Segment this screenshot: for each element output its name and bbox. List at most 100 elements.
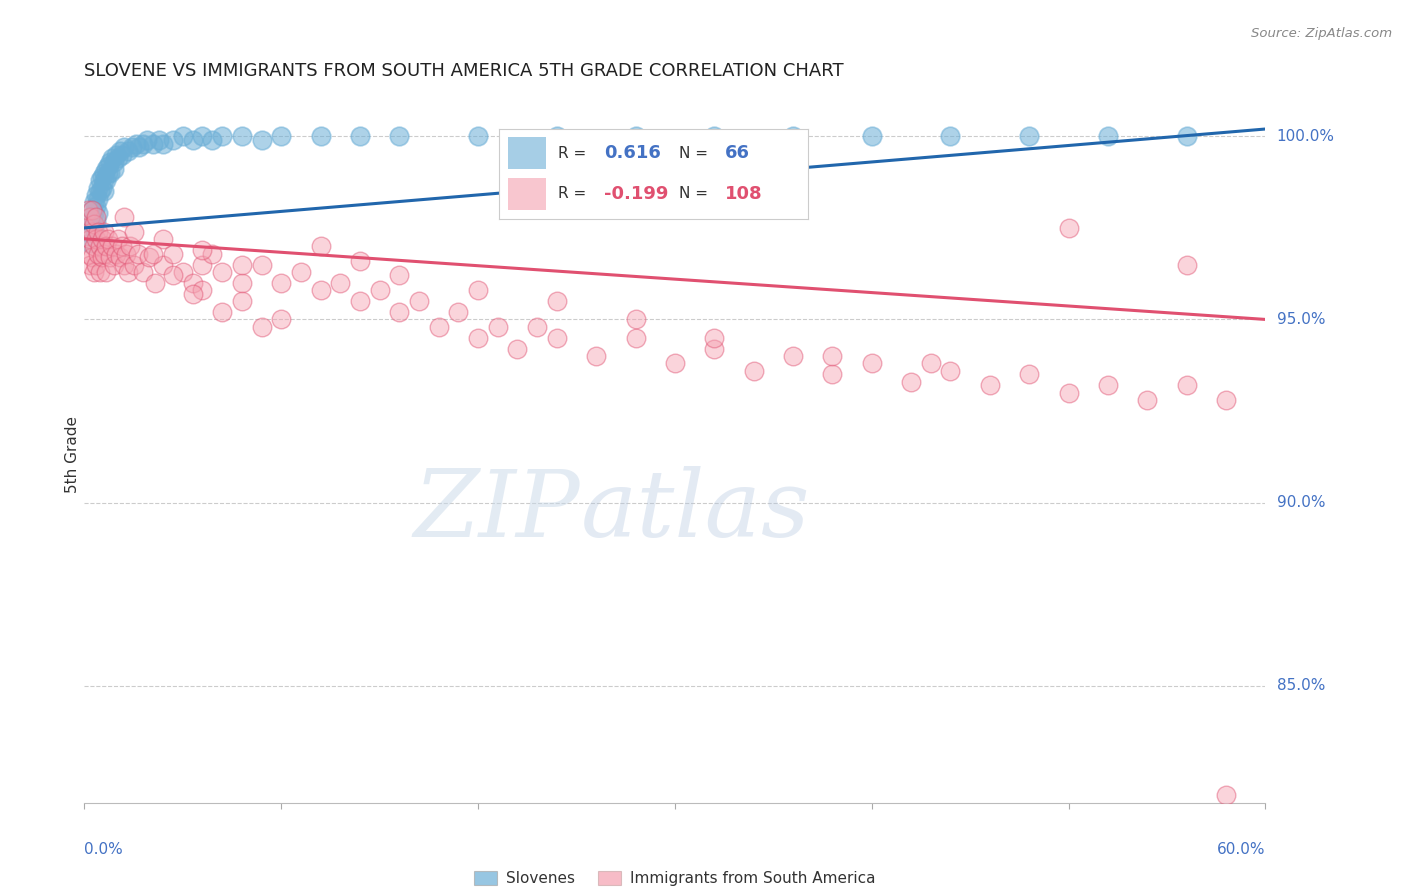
Point bbox=[94, 162, 117, 177]
Point bbox=[703, 331, 725, 345]
Bar bbox=[509, 178, 546, 210]
Point bbox=[94, 239, 117, 253]
Text: SLOVENE VS IMMIGRANTS FROM SOUTH AMERICA 5TH GRADE CORRELATION CHART: SLOVENE VS IMMIGRANTS FROM SOUTH AMERICA… bbox=[84, 62, 844, 80]
Point bbox=[75, 220, 97, 235]
Point bbox=[79, 235, 101, 250]
Point bbox=[162, 246, 184, 260]
Point bbox=[89, 239, 111, 253]
Point bbox=[467, 331, 489, 345]
Point bbox=[201, 133, 224, 147]
Point bbox=[250, 133, 273, 147]
Point bbox=[703, 129, 725, 144]
Point bbox=[93, 184, 115, 198]
Text: 0.616: 0.616 bbox=[605, 145, 661, 162]
Point bbox=[211, 129, 233, 144]
Point bbox=[103, 162, 125, 177]
Point bbox=[104, 147, 127, 161]
Point bbox=[821, 368, 844, 382]
Point bbox=[84, 258, 107, 272]
Point bbox=[349, 129, 371, 144]
Point bbox=[231, 276, 253, 290]
Point bbox=[89, 173, 111, 187]
Point bbox=[920, 356, 942, 370]
Text: 95.0%: 95.0% bbox=[1277, 312, 1324, 327]
Text: 90.0%: 90.0% bbox=[1277, 495, 1324, 510]
Point bbox=[91, 250, 114, 264]
Point bbox=[526, 319, 548, 334]
Point bbox=[467, 129, 489, 144]
Point bbox=[112, 140, 135, 154]
Point bbox=[211, 265, 233, 279]
Point bbox=[152, 258, 174, 272]
Point bbox=[664, 356, 686, 370]
Point bbox=[585, 349, 607, 363]
Point bbox=[1018, 368, 1040, 382]
Point bbox=[83, 265, 105, 279]
Point bbox=[349, 294, 371, 309]
Point bbox=[939, 364, 962, 378]
Point bbox=[114, 246, 136, 260]
Point bbox=[128, 140, 150, 154]
Point bbox=[270, 129, 292, 144]
Point bbox=[152, 136, 174, 151]
Point bbox=[82, 225, 104, 239]
Point bbox=[77, 225, 100, 239]
Text: ZIP: ZIP bbox=[413, 466, 581, 556]
Point bbox=[782, 349, 804, 363]
Text: 100.0%: 100.0% bbox=[1277, 128, 1334, 144]
Point bbox=[82, 250, 104, 264]
Point bbox=[1175, 258, 1198, 272]
Point bbox=[101, 239, 124, 253]
Point bbox=[231, 258, 253, 272]
Point bbox=[1057, 385, 1080, 400]
Point bbox=[79, 210, 101, 224]
Point bbox=[132, 136, 155, 151]
Point bbox=[136, 133, 159, 147]
Point bbox=[821, 349, 844, 363]
Point bbox=[107, 151, 129, 165]
Point bbox=[87, 180, 110, 194]
Point bbox=[368, 283, 391, 297]
Point bbox=[1215, 392, 1237, 407]
Point bbox=[103, 155, 125, 169]
Point bbox=[148, 133, 170, 147]
Bar bbox=[509, 137, 546, 169]
Point bbox=[191, 283, 214, 297]
Point bbox=[152, 232, 174, 246]
Point bbox=[83, 206, 105, 220]
Point bbox=[104, 246, 127, 260]
Point bbox=[108, 144, 131, 158]
Point bbox=[93, 173, 115, 187]
Point bbox=[860, 356, 883, 370]
Point bbox=[388, 268, 411, 283]
Point bbox=[624, 312, 647, 326]
Point bbox=[111, 239, 134, 253]
Point bbox=[939, 129, 962, 144]
Point bbox=[138, 250, 160, 264]
Point bbox=[211, 305, 233, 319]
Point bbox=[624, 129, 647, 144]
Point bbox=[1057, 220, 1080, 235]
Point bbox=[97, 232, 120, 246]
Point bbox=[91, 232, 114, 246]
Point bbox=[84, 199, 107, 213]
Point bbox=[77, 202, 100, 217]
Point bbox=[172, 129, 194, 144]
Point bbox=[309, 129, 332, 144]
Point bbox=[270, 276, 292, 290]
Point bbox=[860, 129, 883, 144]
Point bbox=[118, 239, 141, 253]
Text: Source: ZipAtlas.com: Source: ZipAtlas.com bbox=[1251, 27, 1392, 40]
Point bbox=[87, 225, 110, 239]
Legend: Slovenes, Immigrants from South America: Slovenes, Immigrants from South America bbox=[468, 865, 882, 892]
Point bbox=[1097, 378, 1119, 392]
Point bbox=[329, 276, 352, 290]
Point bbox=[87, 192, 110, 206]
Point bbox=[94, 265, 117, 279]
Point bbox=[93, 246, 115, 260]
Text: R =: R = bbox=[558, 146, 586, 161]
Point bbox=[181, 133, 204, 147]
Text: 66: 66 bbox=[725, 145, 749, 162]
Point bbox=[124, 136, 146, 151]
Point bbox=[132, 265, 155, 279]
